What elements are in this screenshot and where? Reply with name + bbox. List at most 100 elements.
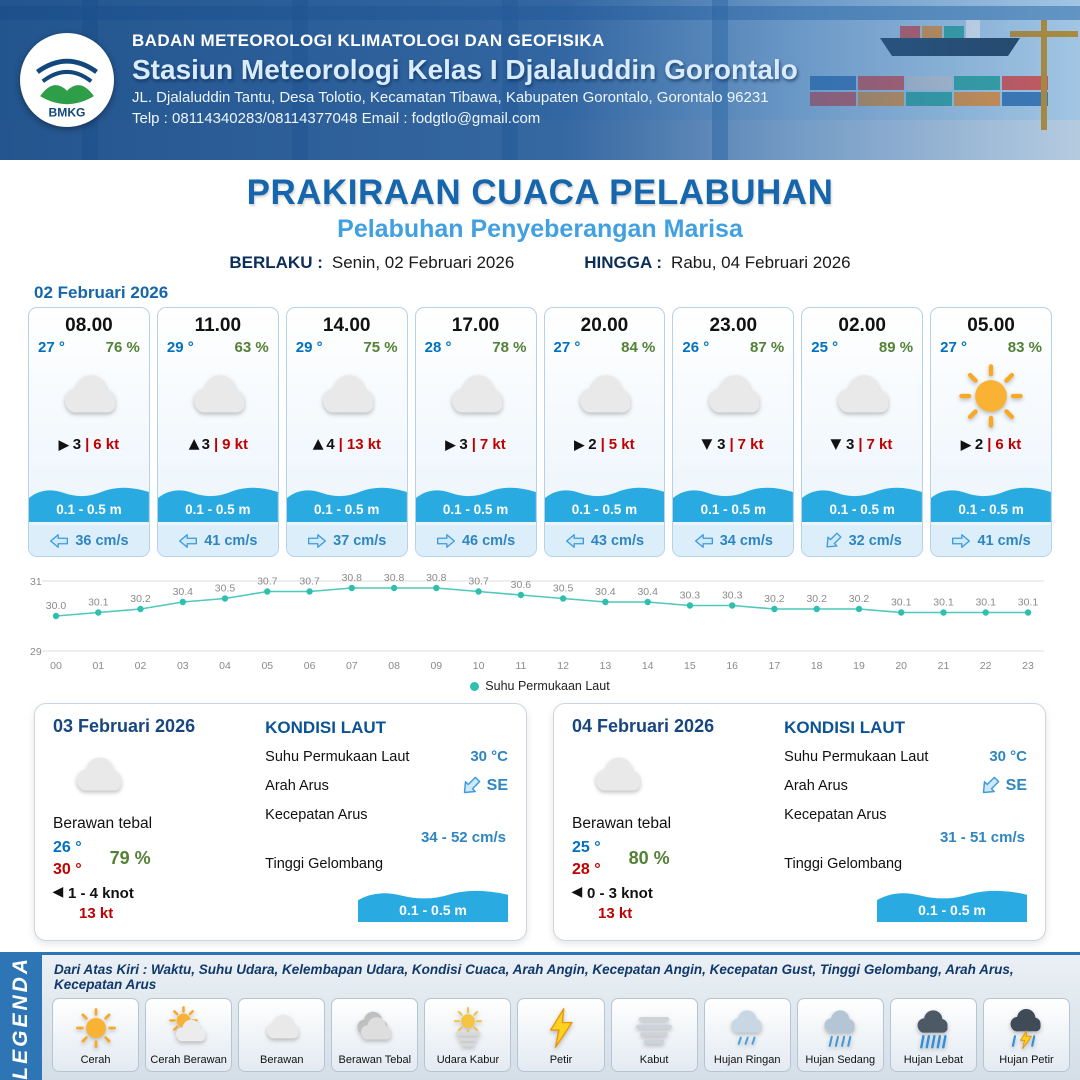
svg-text:30.4: 30.4	[173, 586, 194, 598]
day-cards-row: 03 Februari 2026 Berawan tebal 26 ° 30 ° 79 …	[0, 693, 1080, 941]
current-direction-value: SE	[460, 775, 508, 797]
wave-height-box: 0.1 - 0.5 m	[877, 882, 1027, 922]
wind-row: ▶ 3 | 7 kt	[673, 436, 793, 453]
day-wind-range: 0 - 3 knot	[587, 885, 653, 903]
svg-text:19: 19	[853, 660, 865, 672]
bmkg-logo: BMKG	[20, 33, 114, 127]
current-speed: 32 cm/s	[848, 532, 902, 549]
legend-side-bar: LEGENDA	[0, 955, 42, 1080]
current-speed-value: 31 - 51 cm/s	[939, 829, 1025, 846]
svg-text:11: 11	[515, 660, 526, 672]
day-temp-row: 26 ° 30 ° 79 %	[53, 837, 249, 880]
legend-item: Hujan Petir	[982, 998, 1071, 1072]
wave-graphic	[157, 487, 278, 522]
wind-gust-separator: |	[85, 436, 90, 453]
wind-gust-separator: |	[213, 436, 219, 453]
forecast-time: 11.00	[194, 315, 242, 336]
svg-text:30.1: 30.1	[88, 597, 109, 609]
gust-speed: 7 kt	[737, 436, 764, 453]
forecast-time: 23.00	[709, 315, 758, 336]
temp-min: 26 °	[53, 839, 82, 856]
air-temperature: 25 °	[811, 339, 839, 356]
header: BMKG BADAN METEOROLOGI KLIMATOLOGI DAN G…	[0, 0, 1080, 160]
weather-icon-hujan-sedang	[824, 1009, 855, 1047]
svg-text:08: 08	[388, 660, 400, 672]
temp-humidity-row: 29 ° 75 %	[287, 337, 407, 356]
legend-item: Kabut	[610, 998, 698, 1072]
wind-direction-arrow: ▶	[574, 437, 585, 452]
forecast-card: 17.00 28 ° 78 % ▶ 3 | 7 kt 0.1 - 0.5 m 46 cm/s	[414, 307, 537, 557]
current-direction-arrow	[179, 533, 198, 548]
wind-speed: 4	[326, 436, 335, 453]
wave-height-box: 0.1 - 0.5 m	[358, 882, 508, 922]
forecast-time: 05.00	[967, 315, 1015, 336]
forecast-time: 02.00	[838, 315, 886, 336]
legend-item: Hujan Lebat	[889, 998, 977, 1072]
weather-icon-slot	[545, 358, 665, 434]
temp-humidity-row: 26 ° 87 %	[673, 337, 793, 356]
day-condition: Berawan tebal	[572, 815, 672, 832]
svg-text:30.2: 30.2	[764, 593, 785, 605]
gust-speed: 7 kt	[479, 436, 506, 453]
wind-direction-arrow: ▶	[700, 439, 716, 450]
day-wind-range: 1 - 4 knot	[68, 885, 134, 903]
air-temperature: 27 °	[940, 339, 967, 356]
forecast-card: 05.00 27 ° 83 % ▶ 2 | 6 kt 0.1 - 0.5 m 41 cm/s	[930, 307, 1052, 557]
day-gust: 13 kt	[598, 905, 633, 923]
svg-text:18: 18	[811, 660, 823, 672]
wave-height-value: 0.1 - 0.5 m	[185, 502, 251, 517]
legend-icon-slot	[818, 1003, 862, 1052]
svg-text:20: 20	[895, 660, 907, 672]
svg-text:30.8: 30.8	[426, 572, 447, 584]
humidity: 84 %	[621, 339, 656, 356]
current-speed-label: Kecepatan Arus	[265, 807, 368, 823]
wave-graphic	[286, 487, 407, 522]
svg-text:30.8: 30.8	[384, 572, 405, 584]
sst-label: Suhu Permukaan Laut	[265, 748, 410, 765]
legend-item: Berawan	[238, 998, 326, 1072]
legend-section: LEGENDA Dari Atas Kiri : Waktu, Suhu Uda…	[0, 952, 1080, 1080]
wind-direction-arrow: ▶	[53, 886, 63, 902]
legend-icon-slot	[446, 1003, 490, 1052]
legend-label: Berawan	[260, 1054, 304, 1066]
weather-icon-hujan-petir	[1011, 1008, 1042, 1049]
air-temperature: 26 °	[682, 339, 710, 356]
weather-icon-berawan	[580, 375, 631, 413]
wind-speed: 3	[845, 436, 855, 453]
day-summary: 03 Februari 2026 Berawan tebal 26 ° 30 ° 79 …	[53, 716, 249, 928]
current-direction-arrow	[826, 531, 842, 548]
wind-direction-arrow: ▶	[185, 439, 201, 450]
wind-direction-arrow: ▶	[829, 439, 845, 450]
berlaku-value: Senin, 02 Februari 2026	[331, 253, 515, 272]
svg-text:15: 15	[684, 660, 696, 672]
temp-max: 28 °	[572, 860, 601, 878]
wind-row: ▶ 2 | 6 kt	[931, 436, 1051, 453]
temp-humidity-row: 27 ° 83 %	[931, 337, 1051, 356]
wave-graphic	[877, 890, 1027, 922]
legend-icon-slot	[167, 1003, 211, 1052]
weather-icon-berawan	[595, 757, 641, 791]
wind-gust-separator: |	[338, 436, 343, 453]
svg-text:30.4: 30.4	[595, 586, 616, 598]
day-wind: ▶ 1 - 4 knot	[53, 885, 249, 902]
svg-text:17: 17	[769, 660, 781, 672]
legend-icon-slot	[260, 1003, 304, 1052]
current-direction-arrow	[565, 533, 584, 548]
legend-note: Dari Atas Kiri : Waktu, Suhu Udara, Kele…	[54, 962, 1014, 992]
svg-text:30.7: 30.7	[257, 576, 278, 588]
wind-speed: 2	[588, 436, 597, 453]
legend-items: Cerah Cerah Berawan Berawan Berawan Tebal Ud…	[52, 998, 1071, 1072]
agency-name: BADAN METEOROLOGI KLIMATOLOGI DAN GEOFIS…	[132, 31, 605, 51]
current-row: 41 cm/s	[157, 525, 278, 556]
wind-row: ▶ 3 | 7 kt	[416, 436, 536, 453]
chart-legend-marker	[470, 681, 480, 691]
svg-text:30.1: 30.1	[933, 597, 954, 609]
wind-speed: 3	[201, 436, 210, 453]
current-row: 43 cm/s	[544, 525, 665, 556]
humidity: 63 %	[234, 339, 269, 356]
gust-speed: 13 kt	[346, 436, 382, 453]
wave-height-value: 0.1 - 0.5 m	[958, 502, 1024, 517]
svg-text:30.2: 30.2	[130, 593, 151, 605]
svg-text:30.1: 30.1	[1018, 597, 1039, 609]
